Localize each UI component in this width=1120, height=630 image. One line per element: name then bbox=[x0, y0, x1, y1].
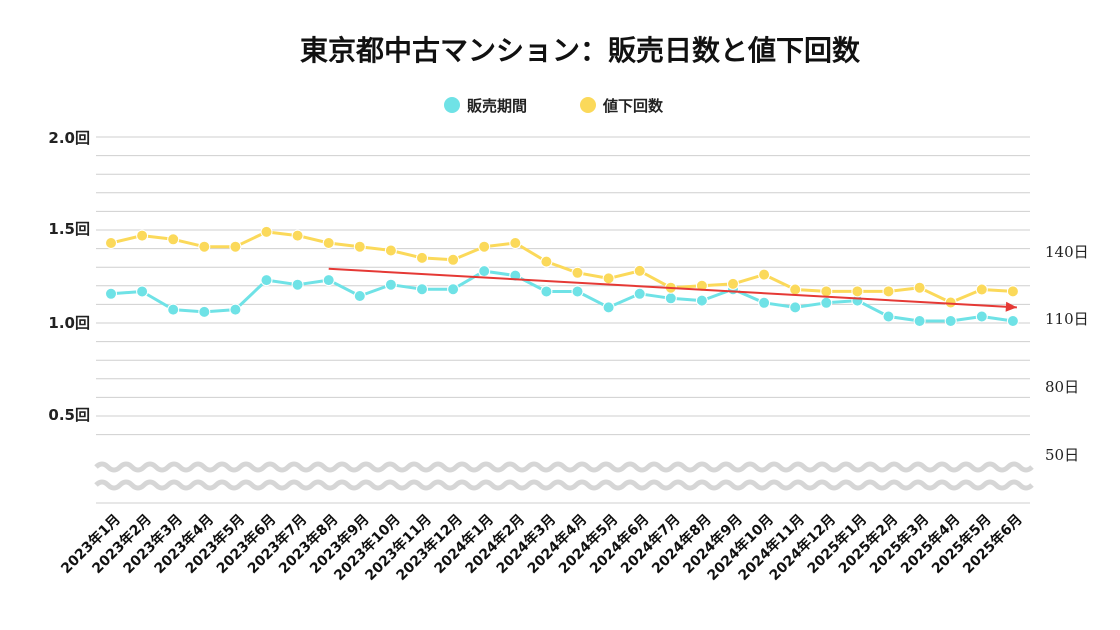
axis-break-wave bbox=[94, 479, 1034, 491]
data-point bbox=[291, 278, 304, 291]
data-point bbox=[695, 279, 708, 292]
legend: 販売期間 値下回数 bbox=[444, 97, 664, 115]
data-point bbox=[136, 229, 149, 242]
data-point bbox=[913, 281, 926, 294]
axis-break-wave bbox=[94, 461, 1034, 473]
data-point bbox=[105, 287, 117, 300]
data-point bbox=[478, 240, 491, 253]
data-point bbox=[353, 290, 366, 302]
y-left-tick-label: 1.0回 bbox=[48, 314, 90, 332]
data-point bbox=[167, 233, 180, 246]
axis-break bbox=[94, 461, 1034, 491]
x-axis: 2023年1月2023年2月2023年3月2023年4月2023年5月2023年… bbox=[58, 511, 1026, 584]
y-left-tick-label: 2.0回 bbox=[48, 129, 90, 147]
y-right-tick-label: 110日 bbox=[1045, 310, 1089, 328]
legend-label-days: 販売期間 bbox=[467, 97, 527, 115]
data-point bbox=[633, 287, 646, 300]
data-point bbox=[260, 274, 273, 287]
trend-line-path bbox=[328, 267, 1017, 309]
y-left-tick-label: 0.5回 bbox=[48, 406, 90, 424]
chart-title: 東京都中古マンション：販売日数と値下回数 bbox=[300, 34, 861, 67]
data-point bbox=[105, 237, 117, 249]
y-left-tick-label: 1.5回 bbox=[48, 220, 90, 238]
data-point bbox=[975, 310, 988, 323]
data-point bbox=[540, 255, 553, 268]
legend-label-reductions: 値下回数 bbox=[602, 97, 664, 115]
data-point bbox=[758, 268, 771, 281]
data-point bbox=[353, 240, 366, 253]
trend-arrowhead bbox=[1005, 301, 1017, 312]
data-point bbox=[571, 266, 584, 279]
data-point bbox=[882, 310, 895, 323]
data-point bbox=[571, 285, 584, 298]
data-point bbox=[322, 237, 335, 249]
data-point bbox=[478, 265, 491, 278]
data-point bbox=[758, 296, 771, 309]
data-point bbox=[1006, 285, 1019, 298]
y-right-tick-label: 80日 bbox=[1045, 378, 1079, 396]
data-point bbox=[975, 283, 988, 296]
data-point bbox=[136, 285, 149, 298]
trend-line bbox=[328, 267, 1017, 312]
data-point bbox=[1006, 315, 1019, 327]
data-point bbox=[384, 278, 397, 291]
data-point bbox=[633, 264, 646, 277]
y-right-tick-label: 50日 bbox=[1045, 446, 1079, 464]
data-point bbox=[851, 285, 864, 298]
data-point bbox=[322, 274, 335, 287]
data-point bbox=[509, 237, 522, 249]
y-axis-left: 2.0回 1.5回 1.0回 0.5回 bbox=[48, 129, 90, 424]
data-point bbox=[447, 253, 460, 266]
data-point bbox=[416, 251, 428, 264]
data-point bbox=[727, 277, 739, 290]
data-point bbox=[260, 225, 273, 238]
data-point bbox=[602, 301, 615, 314]
data-point bbox=[913, 315, 926, 327]
data-point bbox=[416, 283, 428, 296]
y-axis-right: 140日 110日 80日 50日 bbox=[1045, 243, 1089, 464]
gridlines bbox=[96, 136, 1030, 504]
y-right-tick-label: 140日 bbox=[1045, 243, 1089, 261]
data-point bbox=[944, 315, 957, 327]
data-point bbox=[664, 292, 677, 305]
data-point bbox=[291, 229, 304, 242]
data-point bbox=[447, 283, 460, 296]
data-point bbox=[540, 285, 553, 298]
legend-marker-days bbox=[444, 97, 460, 113]
data-point bbox=[167, 303, 180, 316]
data-point bbox=[229, 240, 242, 253]
series-line-0 bbox=[110, 269, 1014, 323]
data-point bbox=[602, 272, 615, 285]
data-point bbox=[229, 303, 242, 316]
data-point bbox=[820, 296, 833, 309]
data-point bbox=[789, 283, 802, 296]
data-point bbox=[882, 285, 895, 298]
data-point bbox=[695, 294, 708, 307]
data-point bbox=[820, 285, 833, 298]
data-point bbox=[198, 305, 211, 318]
series bbox=[105, 225, 1019, 327]
data-point bbox=[384, 244, 397, 257]
data-point bbox=[198, 240, 211, 253]
data-point bbox=[789, 301, 802, 314]
legend-marker-reductions bbox=[580, 97, 596, 113]
